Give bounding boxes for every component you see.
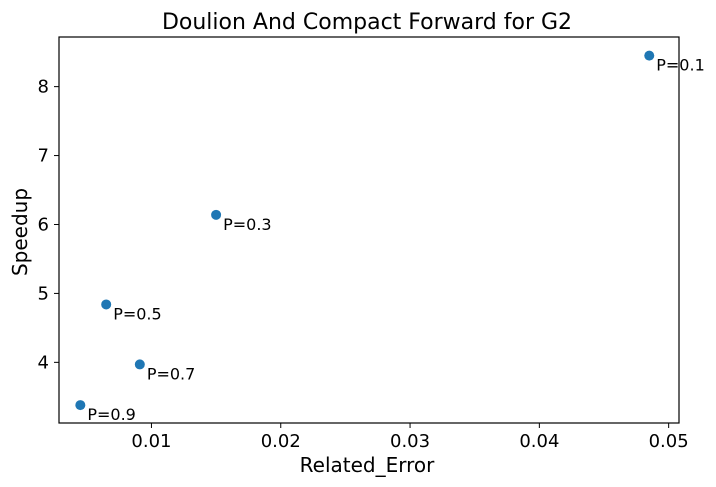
y-tick-label: 6 bbox=[38, 214, 49, 235]
data-point bbox=[211, 209, 222, 220]
data-point-label: P=0.3 bbox=[223, 215, 271, 234]
data-point-label: P=0.9 bbox=[87, 405, 135, 424]
x-tick-label: 0.01 bbox=[131, 431, 171, 452]
data-point-label: P=0.1 bbox=[656, 56, 705, 75]
x-tick-label: 0.05 bbox=[649, 431, 689, 452]
x-axis-label: Related_Error bbox=[300, 453, 435, 477]
data-point bbox=[101, 299, 112, 310]
x-tick-label: 0.02 bbox=[261, 431, 301, 452]
plot-frame bbox=[58, 36, 680, 424]
data-point bbox=[134, 359, 145, 370]
plot-area: P=0.1 P=0.3 P=0.5 P=0.7 P=0.9 bbox=[75, 50, 705, 424]
y-tick-label: 5 bbox=[38, 283, 49, 304]
x-tick-label: 0.03 bbox=[390, 431, 430, 452]
chart-title: Doulion And Compact Forward for G2 bbox=[162, 10, 572, 35]
data-point-label: P=0.7 bbox=[147, 364, 196, 383]
y-axis-label: Speedup bbox=[8, 188, 32, 276]
y-axis: 4 5 6 7 8 bbox=[38, 77, 59, 373]
y-tick-label: 4 bbox=[38, 352, 49, 373]
y-tick-label: 7 bbox=[38, 146, 49, 167]
x-axis: 0.01 0.02 0.03 0.04 0.05 bbox=[131, 423, 689, 452]
y-tick-label: 8 bbox=[38, 77, 49, 98]
data-point bbox=[75, 400, 86, 411]
data-point-label: P=0.5 bbox=[113, 304, 162, 323]
x-tick-label: 0.04 bbox=[519, 431, 559, 452]
data-point bbox=[644, 50, 655, 61]
